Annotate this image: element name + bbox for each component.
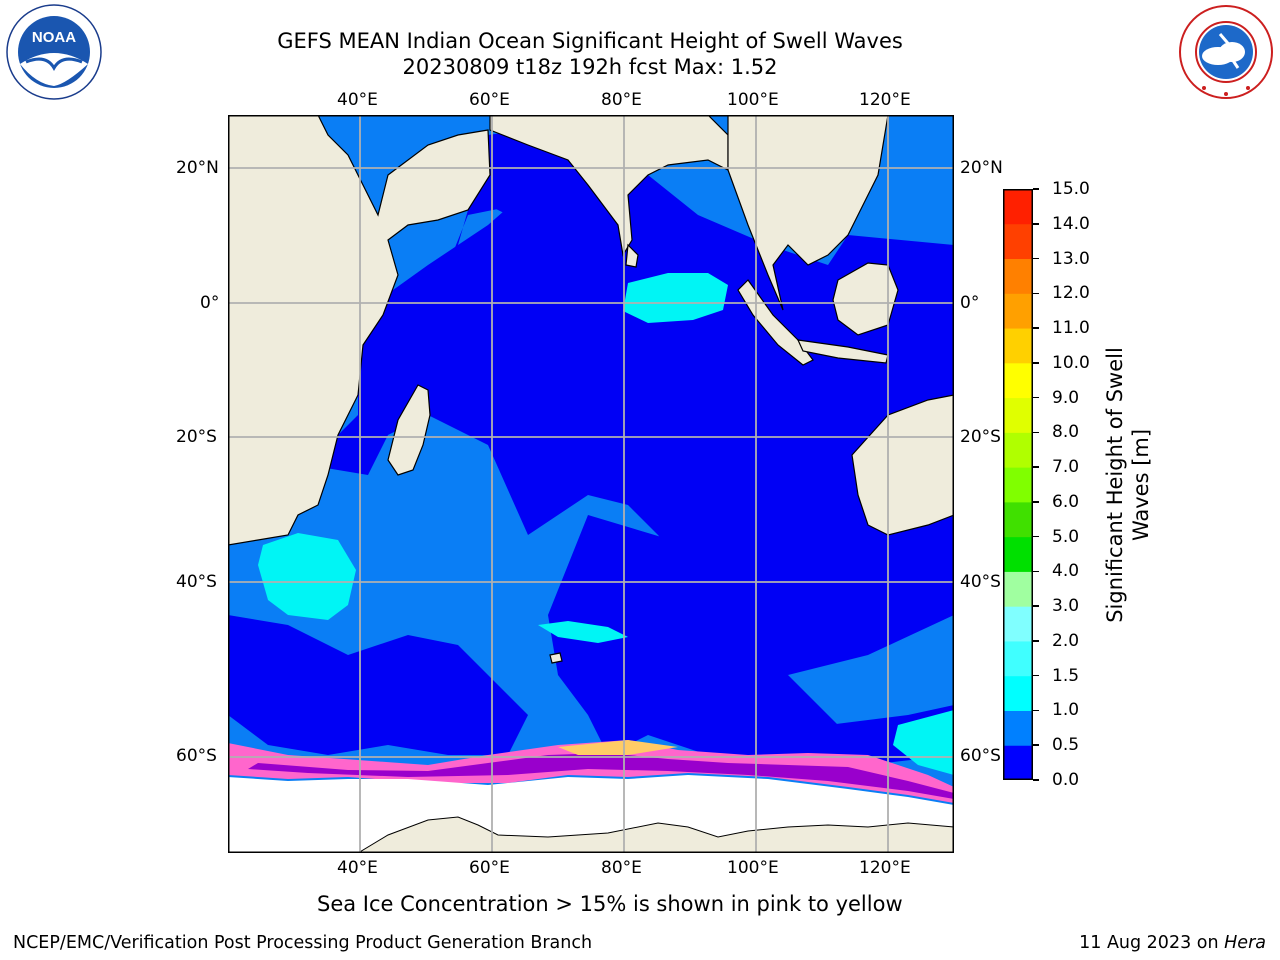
chart-title: GEFS MEAN Indian Ocean Significant Heigh… <box>277 29 903 53</box>
colorbar-segment <box>1003 223 1033 260</box>
lat-label-left: 40°S <box>176 572 217 592</box>
lon-label-top: 40°E <box>337 90 378 110</box>
colorbar-label-line2: Waves [m] <box>1129 428 1153 542</box>
footer-credit: NCEP/EMC/Verification Post Processing Pr… <box>13 933 593 953</box>
colorbar-tick-label: 0.0 <box>1052 770 1080 790</box>
lat-label-right: 20°S <box>960 427 1001 447</box>
lat-label-left: 60°S <box>176 746 217 766</box>
colorbar-tick-label: 7.0 <box>1052 457 1080 478</box>
colorbar-segment <box>1003 397 1033 433</box>
colorbar-segment <box>1003 362 1033 399</box>
colorbar-tick-mark <box>1033 223 1039 225</box>
colorbar-tick-label: 12.0 <box>1052 283 1090 304</box>
colorbar-tick-label: 0.5 <box>1052 735 1080 756</box>
colorbar-tick-mark <box>1033 674 1039 677</box>
colorbar-tick-label: 3.0 <box>1052 596 1080 617</box>
colorbar-label-line1: Significant Height of Swell <box>1103 347 1127 623</box>
colorbar-tick-mark <box>1033 779 1039 781</box>
colorbar-segment <box>1003 432 1033 468</box>
colorbar-tick-label: 4.0 <box>1052 561 1080 582</box>
noaa-logo: NOAA <box>6 4 102 100</box>
lon-label-bottom: 40°E <box>337 858 378 878</box>
map-svg <box>227 114 955 854</box>
colorbar-tick-label: 1.5 <box>1052 665 1080 686</box>
nws-logo <box>1176 4 1276 100</box>
colorbar-tick-mark <box>1033 709 1039 712</box>
colorbar-tick-mark <box>1033 466 1039 468</box>
colorbar-tick-mark <box>1033 292 1039 295</box>
chart-subtitle: 20230809 t18z 192h fcst Max: 1.52 <box>402 55 778 79</box>
colorbar-tick-mark <box>1033 640 1039 642</box>
lat-label-right: 20°N <box>960 158 1003 178</box>
colorbar-segment <box>1003 189 1033 225</box>
colorbar-tick-label: 6.0 <box>1052 491 1080 512</box>
colorbar-tick-label: 9.0 <box>1052 387 1080 408</box>
colorbar-tick-mark <box>1033 188 1039 190</box>
colorbar-tick-label: 14.0 <box>1052 213 1090 234</box>
lon-label-bottom: 100°E <box>727 858 779 878</box>
antarctica-land <box>356 816 955 854</box>
map-panel <box>227 114 955 854</box>
noaa-logo-text: NOAA <box>32 29 76 46</box>
footer-machine: Hera <box>1224 933 1266 953</box>
sea-ice-notice: Sea Ice Concentration > 15% is shown in … <box>317 892 903 916</box>
map-frame <box>228 115 954 853</box>
colorbar-segment <box>1003 467 1033 503</box>
colorbar-tick-label: 11.0 <box>1052 318 1090 339</box>
colorbar-tick-mark <box>1033 396 1039 399</box>
lat-label-left: 20°N <box>176 158 219 178</box>
colorbar-tick-label: 15.0 <box>1052 179 1090 199</box>
colorbar-tick-mark <box>1033 535 1039 538</box>
colorbar-segment <box>1003 328 1033 364</box>
colorbar-segment <box>1003 745 1033 781</box>
colorbar-segment <box>1003 640 1033 677</box>
colorbar-segment <box>1003 536 1033 572</box>
colorbar-segment <box>1003 571 1033 607</box>
colorbar-tick-mark <box>1033 501 1039 503</box>
colorbar-tick-mark <box>1033 257 1039 260</box>
lon-label-top: 60°E <box>469 90 510 110</box>
colorbar-segment <box>1003 710 1033 746</box>
colorbar-tick-mark <box>1033 362 1039 364</box>
colorbar-frame <box>1003 189 1033 780</box>
colorbar-segment <box>1003 675 1033 711</box>
lat-label-right: 40°S <box>960 572 1001 592</box>
colorbar-tick-mark <box>1033 744 1039 746</box>
lat-label-left: 20°S <box>176 427 217 447</box>
footer-date-text: 11 Aug 2023 on <box>1079 933 1225 953</box>
colorbar-tick-mark <box>1033 570 1039 573</box>
lat-label-right: 0° <box>960 293 980 313</box>
graticule <box>228 115 954 853</box>
high-swell-regions <box>258 273 954 775</box>
footer-date: 11 Aug 2023 on Hera <box>1079 932 1266 954</box>
lon-label-top: 100°E <box>727 90 779 110</box>
colorbar-tick-label: 1.0 <box>1052 700 1080 721</box>
colorbar-segment <box>1003 258 1033 294</box>
colorbar-svg <box>1003 189 1033 781</box>
lon-label-bottom: 80°E <box>601 858 642 878</box>
colorbar-tick-mark <box>1033 605 1039 607</box>
colorbar-segment <box>1003 501 1033 538</box>
colorbar <box>1003 189 1033 781</box>
lon-label-bottom: 120°E <box>859 858 911 878</box>
colorbar-tick-label: 2.0 <box>1052 630 1080 651</box>
colorbar-segment <box>1003 606 1033 642</box>
colorbar-tick-label: 10.0 <box>1052 352 1090 373</box>
colorbar-segment <box>1003 293 1033 329</box>
colorbar-tick-mark <box>1033 431 1039 434</box>
lon-label-bottom: 60°E <box>469 858 510 878</box>
colorbar-tick-mark <box>1033 327 1039 329</box>
colorbar-ticks: 0.0 0.5 1.0 1.5 2.0 3.0 4.0 5.0 6.0 7.0 8.0 9.0 10.0… <box>1033 0 1100 960</box>
colorbar-tick-label: 5.0 <box>1052 526 1080 547</box>
lon-label-top: 80°E <box>601 90 642 110</box>
lat-label-right: 60°S <box>960 746 1001 766</box>
colorbar-tick-label: 13.0 <box>1052 248 1090 269</box>
lon-label-top: 120°E <box>859 90 911 110</box>
lat-label-left: 0° <box>200 293 220 313</box>
colorbar-tick-label: 8.0 <box>1052 422 1080 443</box>
